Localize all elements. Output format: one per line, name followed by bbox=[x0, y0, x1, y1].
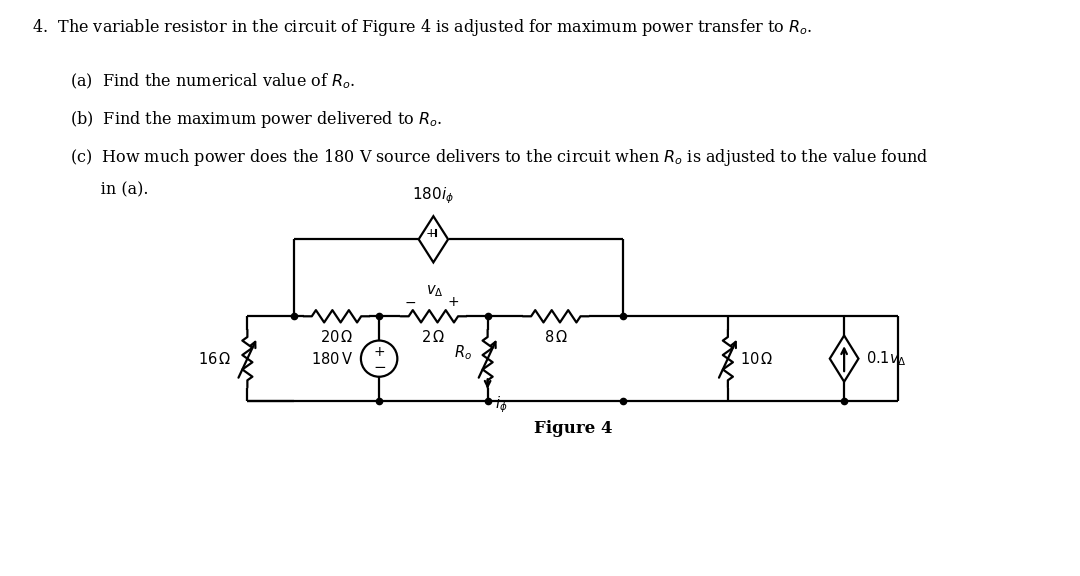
Text: $0.1v_\Delta$: $0.1v_\Delta$ bbox=[866, 349, 907, 368]
Text: $180i_\phi$: $180i_\phi$ bbox=[413, 185, 455, 206]
Text: 4.  The variable resistor in the circuit of Figure 4 is adjusted for maximum pow: 4. The variable resistor in the circuit … bbox=[32, 17, 813, 38]
Text: $+$: $+$ bbox=[373, 344, 386, 359]
Text: $8\,\Omega$: $8\,\Omega$ bbox=[543, 329, 568, 346]
Text: $16\,\Omega$: $16\,\Omega$ bbox=[199, 351, 232, 367]
Text: Figure 4: Figure 4 bbox=[534, 420, 612, 437]
Text: $2\,\Omega$: $2\,\Omega$ bbox=[421, 329, 445, 346]
Text: (c)  How much power does the 180 V source delivers to the circuit when $R_o$ is : (c) How much power does the 180 V source… bbox=[70, 147, 929, 168]
Text: $20\,\Omega$: $20\,\Omega$ bbox=[320, 329, 353, 346]
Text: $v_\Delta$: $v_\Delta$ bbox=[427, 283, 444, 300]
Text: $180\,\text{V}$: $180\,\text{V}$ bbox=[311, 351, 353, 367]
Text: $-$: $-$ bbox=[404, 294, 416, 309]
Text: in (a).: in (a). bbox=[70, 181, 149, 199]
Text: $+$: $+$ bbox=[447, 294, 460, 309]
Text: $-$: $-$ bbox=[373, 359, 386, 373]
Text: $i_\phi$: $i_\phi$ bbox=[496, 394, 508, 415]
Text: $+$: $+$ bbox=[424, 228, 436, 240]
Text: (a)  Find the numerical value of $R_o$.: (a) Find the numerical value of $R_o$. bbox=[70, 72, 355, 92]
Text: $R_o$: $R_o$ bbox=[455, 343, 472, 362]
Text: (b)  Find the maximum power delivered to $R_o$.: (b) Find the maximum power delivered to … bbox=[70, 109, 443, 130]
Text: $10\,\Omega$: $10\,\Omega$ bbox=[740, 351, 773, 367]
